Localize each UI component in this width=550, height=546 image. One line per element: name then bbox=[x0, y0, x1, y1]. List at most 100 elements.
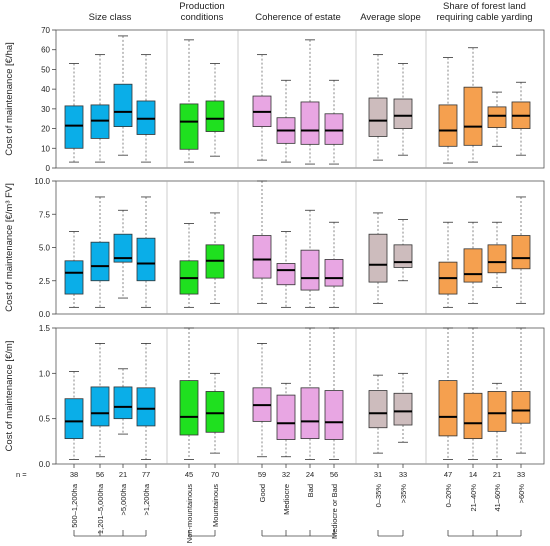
y-tick-label: 0.5 bbox=[39, 415, 51, 424]
category-label: >35% bbox=[399, 484, 408, 504]
y-axis-label: Cost of maintenance [€/m] bbox=[4, 341, 15, 452]
iqr-box bbox=[487, 391, 507, 432]
y-tick-label: 40 bbox=[41, 85, 50, 94]
y-tick-label: 30 bbox=[41, 105, 50, 114]
iqr-box bbox=[463, 392, 483, 440]
category-label: Mountainous bbox=[211, 484, 220, 527]
box-10 bbox=[324, 327, 344, 460]
box-9 bbox=[300, 39, 320, 165]
group-bracket bbox=[377, 530, 404, 537]
y-tick-label: 10 bbox=[41, 144, 50, 153]
box-10 bbox=[324, 221, 344, 308]
iqr-box bbox=[136, 387, 156, 427]
iqr-box bbox=[324, 390, 344, 440]
y-tick-label: 0 bbox=[46, 164, 51, 173]
box-3 bbox=[113, 209, 133, 299]
iqr-box bbox=[324, 113, 344, 145]
group-header-line: Size class bbox=[89, 12, 132, 23]
panels: 0 10 20 30 40 50 60 70 Cost of maintenance [€/ha… bbox=[4, 26, 545, 469]
iqr-box bbox=[487, 106, 507, 128]
iqr-box bbox=[368, 97, 388, 137]
y-tick-label: 7.5 bbox=[39, 210, 51, 219]
panel-1: 0 10 20 30 40 50 60 70 Cost of maintenance [€/ha… bbox=[4, 26, 545, 173]
box-2 bbox=[90, 196, 110, 308]
n-count: 59 bbox=[258, 470, 266, 479]
group-header-line: Coherence of estate bbox=[255, 12, 341, 23]
iqr-box bbox=[205, 391, 225, 433]
iqr-box bbox=[90, 386, 110, 427]
category-label: Bad bbox=[306, 484, 315, 497]
category-label: 41–60% bbox=[493, 484, 502, 512]
box-11 bbox=[368, 374, 388, 454]
category-label: >60% bbox=[517, 484, 526, 504]
category-label: Mediocre or Bad bbox=[330, 484, 339, 539]
box-5 bbox=[179, 327, 199, 460]
y-tick-label: 0.0 bbox=[39, 460, 51, 469]
n-count: 38 bbox=[70, 470, 78, 479]
n-label: n = bbox=[16, 470, 27, 479]
box-9 bbox=[300, 209, 320, 308]
n-count: 77 bbox=[142, 470, 150, 479]
box-6 bbox=[205, 372, 225, 454]
iqr-box bbox=[113, 83, 133, 128]
box-11 bbox=[368, 54, 388, 161]
box-2 bbox=[90, 54, 110, 163]
n-count: 14 bbox=[469, 470, 477, 479]
category-label: 21–40% bbox=[469, 484, 478, 512]
iqr-box bbox=[90, 241, 110, 282]
box-12 bbox=[393, 63, 413, 156]
category-axis: n = 38 500–1,200ha 56 1,201–5,000ha 21 >5,000h… bbox=[16, 464, 526, 543]
group-bracket bbox=[261, 530, 335, 537]
n-count: 33 bbox=[399, 470, 407, 479]
box-11 bbox=[368, 212, 388, 304]
category-label: 500–1,200ha bbox=[70, 483, 79, 528]
iqr-box bbox=[179, 103, 199, 150]
iqr-box bbox=[487, 244, 507, 274]
iqr-box bbox=[368, 233, 388, 283]
group-bracket bbox=[73, 530, 147, 537]
iqr-box bbox=[393, 392, 413, 426]
n-count: 24 bbox=[306, 470, 314, 479]
y-tick-label: 10.0 bbox=[34, 177, 50, 186]
box-7 bbox=[252, 343, 272, 458]
category-label: 1,201–5,000ha bbox=[96, 483, 105, 534]
iqr-box bbox=[276, 263, 296, 286]
box-14 bbox=[463, 221, 483, 304]
box-3 bbox=[113, 368, 133, 435]
iqr-box bbox=[393, 244, 413, 268]
category-label: >5,000ha bbox=[119, 483, 128, 515]
iqr-box bbox=[300, 101, 320, 145]
iqr-box bbox=[368, 390, 388, 429]
iqr-box bbox=[438, 104, 458, 147]
category-label: Good bbox=[258, 484, 267, 502]
n-count: 56 bbox=[330, 470, 338, 479]
iqr-box bbox=[463, 86, 483, 146]
n-count: 56 bbox=[96, 470, 104, 479]
iqr-box bbox=[113, 386, 133, 420]
n-count: 32 bbox=[282, 470, 290, 479]
box-14 bbox=[463, 47, 483, 163]
box-15 bbox=[487, 221, 507, 288]
y-axis-label: Cost of maintenance [€/m³ FV] bbox=[4, 183, 15, 312]
iqr-box bbox=[113, 233, 133, 263]
y-tick-label: 50 bbox=[41, 65, 50, 74]
box-2 bbox=[90, 343, 110, 458]
group-header-line: Production bbox=[179, 1, 224, 12]
iqr-box bbox=[64, 260, 84, 295]
panel-3: 0.0 0.5 1.0 1.5 Cost of maintenance [€/m] bbox=[4, 324, 545, 469]
y-tick-label: 70 bbox=[41, 26, 50, 35]
iqr-box bbox=[205, 100, 225, 132]
y-tick-label: 1.5 bbox=[39, 324, 51, 333]
group-header-line: requiring cable yarding bbox=[436, 12, 532, 23]
category-label: 0–20% bbox=[444, 484, 453, 508]
iqr-box bbox=[324, 259, 344, 287]
y-tick-label: 60 bbox=[41, 46, 50, 55]
box-7 bbox=[252, 180, 272, 304]
box-4 bbox=[136, 196, 156, 308]
iqr-box bbox=[511, 391, 531, 424]
group-header-coh: Coherence of estate bbox=[255, 12, 341, 23]
box-1 bbox=[64, 231, 84, 308]
